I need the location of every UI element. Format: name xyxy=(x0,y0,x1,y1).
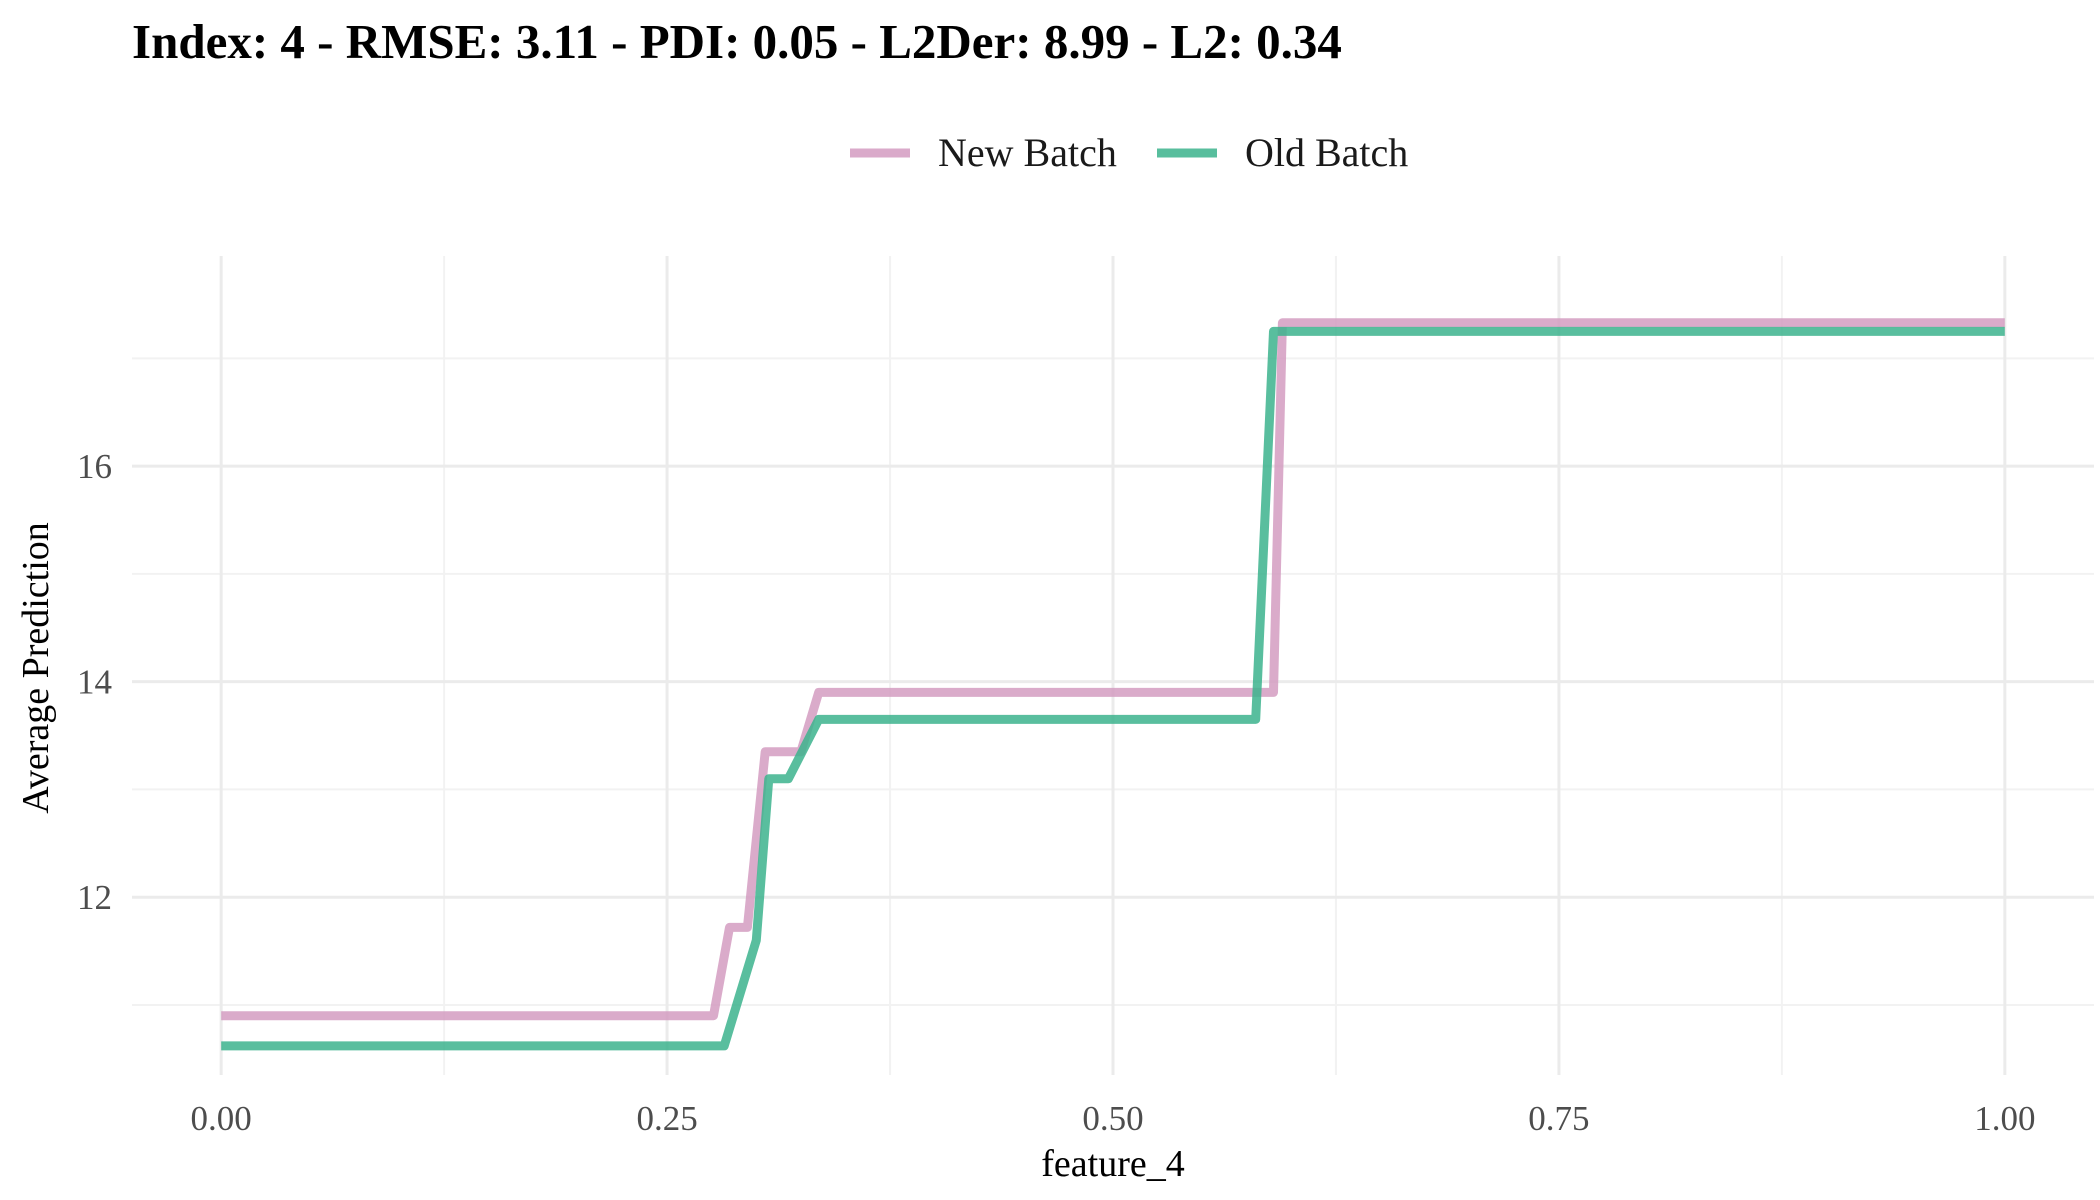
legend-label-new-batch: New Batch xyxy=(938,130,1117,175)
legend: New Batch Old Batch xyxy=(850,130,1408,175)
y-tick-label: 14 xyxy=(77,663,112,702)
y-tick-label: 16 xyxy=(77,447,112,486)
x-tick-label: 0.00 xyxy=(191,1099,252,1138)
chart-title: Index: 4 - RMSE: 3.11 - PDI: 0.05 - L2De… xyxy=(132,14,1342,69)
x-axis-title: feature_4 xyxy=(1041,1143,1184,1185)
series-line-old-batch xyxy=(221,326,2005,1051)
x-tick-label: 0.75 xyxy=(1528,1099,1589,1138)
x-tick-label: 0.25 xyxy=(636,1099,697,1138)
y-axis-title: Average Prediction xyxy=(15,522,57,814)
y-tick-label: 12 xyxy=(77,878,112,917)
y-axis-ticks: 12 14 16 xyxy=(77,447,112,917)
major-gridlines xyxy=(132,256,2094,1075)
legend-label-old-batch: Old Batch xyxy=(1245,130,1408,175)
series-line-new-batch xyxy=(221,318,2005,1021)
x-tick-label: 0.50 xyxy=(1082,1099,1143,1138)
series-layer xyxy=(221,318,2005,1051)
x-tick-label: 1.00 xyxy=(1974,1099,2035,1138)
x-axis-ticks: 0.00 0.25 0.50 0.75 1.00 xyxy=(191,1099,2036,1138)
